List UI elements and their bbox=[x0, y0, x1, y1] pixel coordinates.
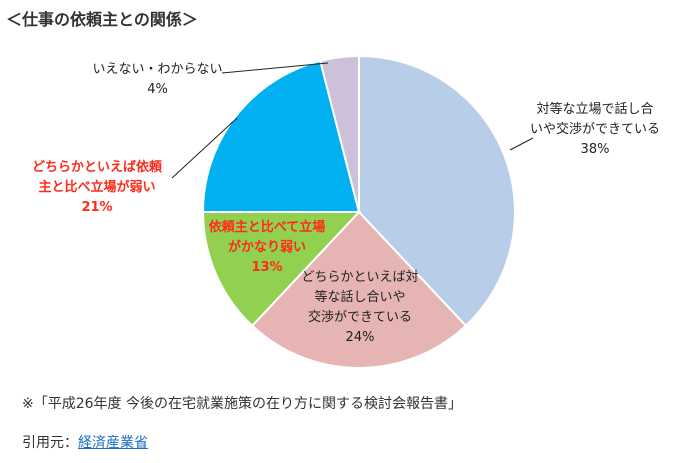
source-prefix: 引用元： bbox=[22, 435, 78, 451]
footnote: ※「平成26年度 今後の在宅就業施策の在り方に関する検討会報告書」 bbox=[22, 396, 462, 412]
source-citation: 引用元：経済産業省 bbox=[22, 432, 148, 452]
slice-label-equal-percent: 38% bbox=[580, 142, 610, 157]
slice-label-somewhat-equal-line2: 等な話し合いや bbox=[314, 290, 406, 305]
slice-unknown bbox=[318, 54, 360, 213]
slice-much-weaker bbox=[201, 211, 362, 328]
source-link[interactable]: 経済産業省 bbox=[78, 435, 148, 451]
slice-somewhat-weaker bbox=[201, 59, 361, 213]
slice-somewhat-equal bbox=[250, 210, 468, 369]
slice-label-unknown: いえない・わからない 4% bbox=[90, 60, 225, 100]
slice-label-somewhat-equal-percent: 24% bbox=[345, 330, 375, 345]
slice-label-somewhat-weaker-percent: 21% bbox=[81, 200, 113, 215]
slice-label-somewhat-weaker: どちらかといえば依頼 主と比べ立場が弱い 21% bbox=[22, 158, 172, 218]
leader-line-equal bbox=[509, 137, 534, 151]
slice-label-somewhat-equal-line3: 交渉ができている bbox=[307, 310, 412, 325]
slice-label-somewhat-weaker-line2: 主と比べ立場が弱い bbox=[38, 180, 156, 195]
slice-label-somewhat-equal-line1: どちらかといえば対 bbox=[301, 270, 419, 285]
slice-equal bbox=[358, 54, 516, 328]
leader-line-unknown bbox=[221, 62, 329, 74]
slice-label-unknown-line1: いえない・わからない bbox=[92, 62, 223, 77]
slice-label-equal: 対等な立場で話し合 いや交渉ができている 38% bbox=[525, 100, 665, 160]
slice-label-equal-line1: 対等な立場で話し合 bbox=[536, 102, 654, 117]
slice-label-much-weaker: 依頼主と比べて立場 がかなり弱い 13% bbox=[202, 218, 332, 278]
slice-label-somewhat-equal: どちらかといえば対 等な話し合いや 交渉ができている 24% bbox=[300, 268, 420, 348]
slice-label-much-weaker-percent: 13% bbox=[251, 260, 283, 275]
pie-chart bbox=[171, 54, 534, 369]
slice-label-unknown-percent: 4% bbox=[147, 82, 168, 97]
leader-line-somewhat-weaker bbox=[171, 117, 238, 179]
slice-label-much-weaker-line1: 依頼主と比べて立場 bbox=[208, 220, 326, 235]
slice-label-somewhat-weaker-line1: どちらかといえば依頼 bbox=[31, 160, 162, 175]
slice-label-much-weaker-line2: がかなり弱い bbox=[227, 240, 306, 255]
chart-title: ＜仕事の依頼主との関係＞ bbox=[6, 10, 198, 29]
slice-label-equal-line2: いや交渉ができている bbox=[529, 122, 660, 137]
